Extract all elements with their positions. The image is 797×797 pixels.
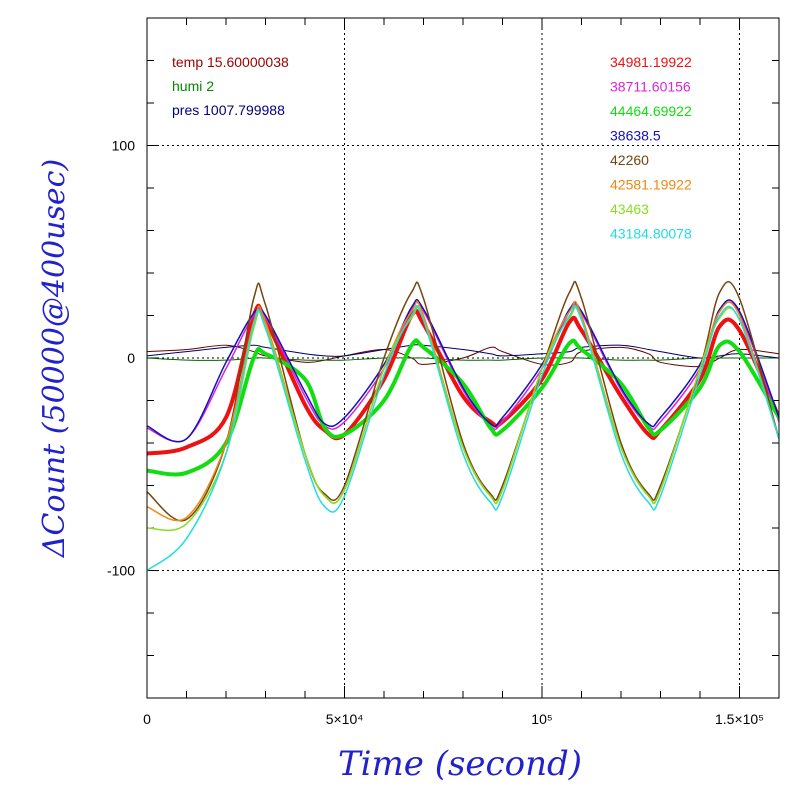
- env-line-humi: [147, 357, 779, 361]
- series-legend-entry: 43184.80078: [610, 226, 692, 242]
- y-tick-label: 0: [127, 350, 135, 366]
- y-tick-label: 100: [112, 138, 136, 154]
- series-line-2: [147, 300, 779, 443]
- x-axis-title: Time (second): [338, 744, 582, 784]
- x-tick-label: 1.5×10⁵: [715, 711, 764, 727]
- series-line-8: [147, 304, 779, 572]
- series-lines: [147, 280, 779, 572]
- y-tick-label: -100: [107, 563, 135, 579]
- env-line-pres: [147, 344, 779, 359]
- series-legend-entry: 42581.19922: [610, 177, 692, 193]
- x-tick-label: 0: [143, 711, 151, 727]
- plot-area-frame: [146, 17, 780, 699]
- series-legend-entry: 42260: [610, 152, 649, 168]
- series-legend-entry: 44464.69922: [610, 103, 692, 119]
- series-line-4: [147, 298, 779, 443]
- series-line-3: [147, 338, 779, 477]
- environment-lines: [147, 344, 779, 368]
- x-tick-label: 5×10⁴: [326, 711, 364, 727]
- y-axis-title: ΔCount (50000@400usec): [37, 159, 72, 558]
- env-legend-entry: humi 2: [172, 78, 214, 94]
- env-legend-entry: temp 15.60000038: [172, 54, 289, 70]
- x-tick-label: 10⁵: [531, 711, 552, 727]
- series-legend-entry: 34981.19922: [610, 54, 692, 70]
- series-legend-entry: 43463: [610, 201, 649, 217]
- tick-labels: 0 5×10⁴ 10⁵ 1.5×10⁵ 100 0 -100: [107, 138, 764, 728]
- series-legend-entry: 38711.60156: [610, 79, 691, 95]
- environment-legend: temp 15.60000038 humi 2 pres 1007.799988: [172, 54, 289, 118]
- env-legend-entry: pres 1007.799988: [172, 102, 285, 118]
- series-legend: 34981.19922 38711.60156 44464.69922 38638.5…: [610, 54, 692, 242]
- series-legend-entry: 38638.5: [610, 128, 661, 144]
